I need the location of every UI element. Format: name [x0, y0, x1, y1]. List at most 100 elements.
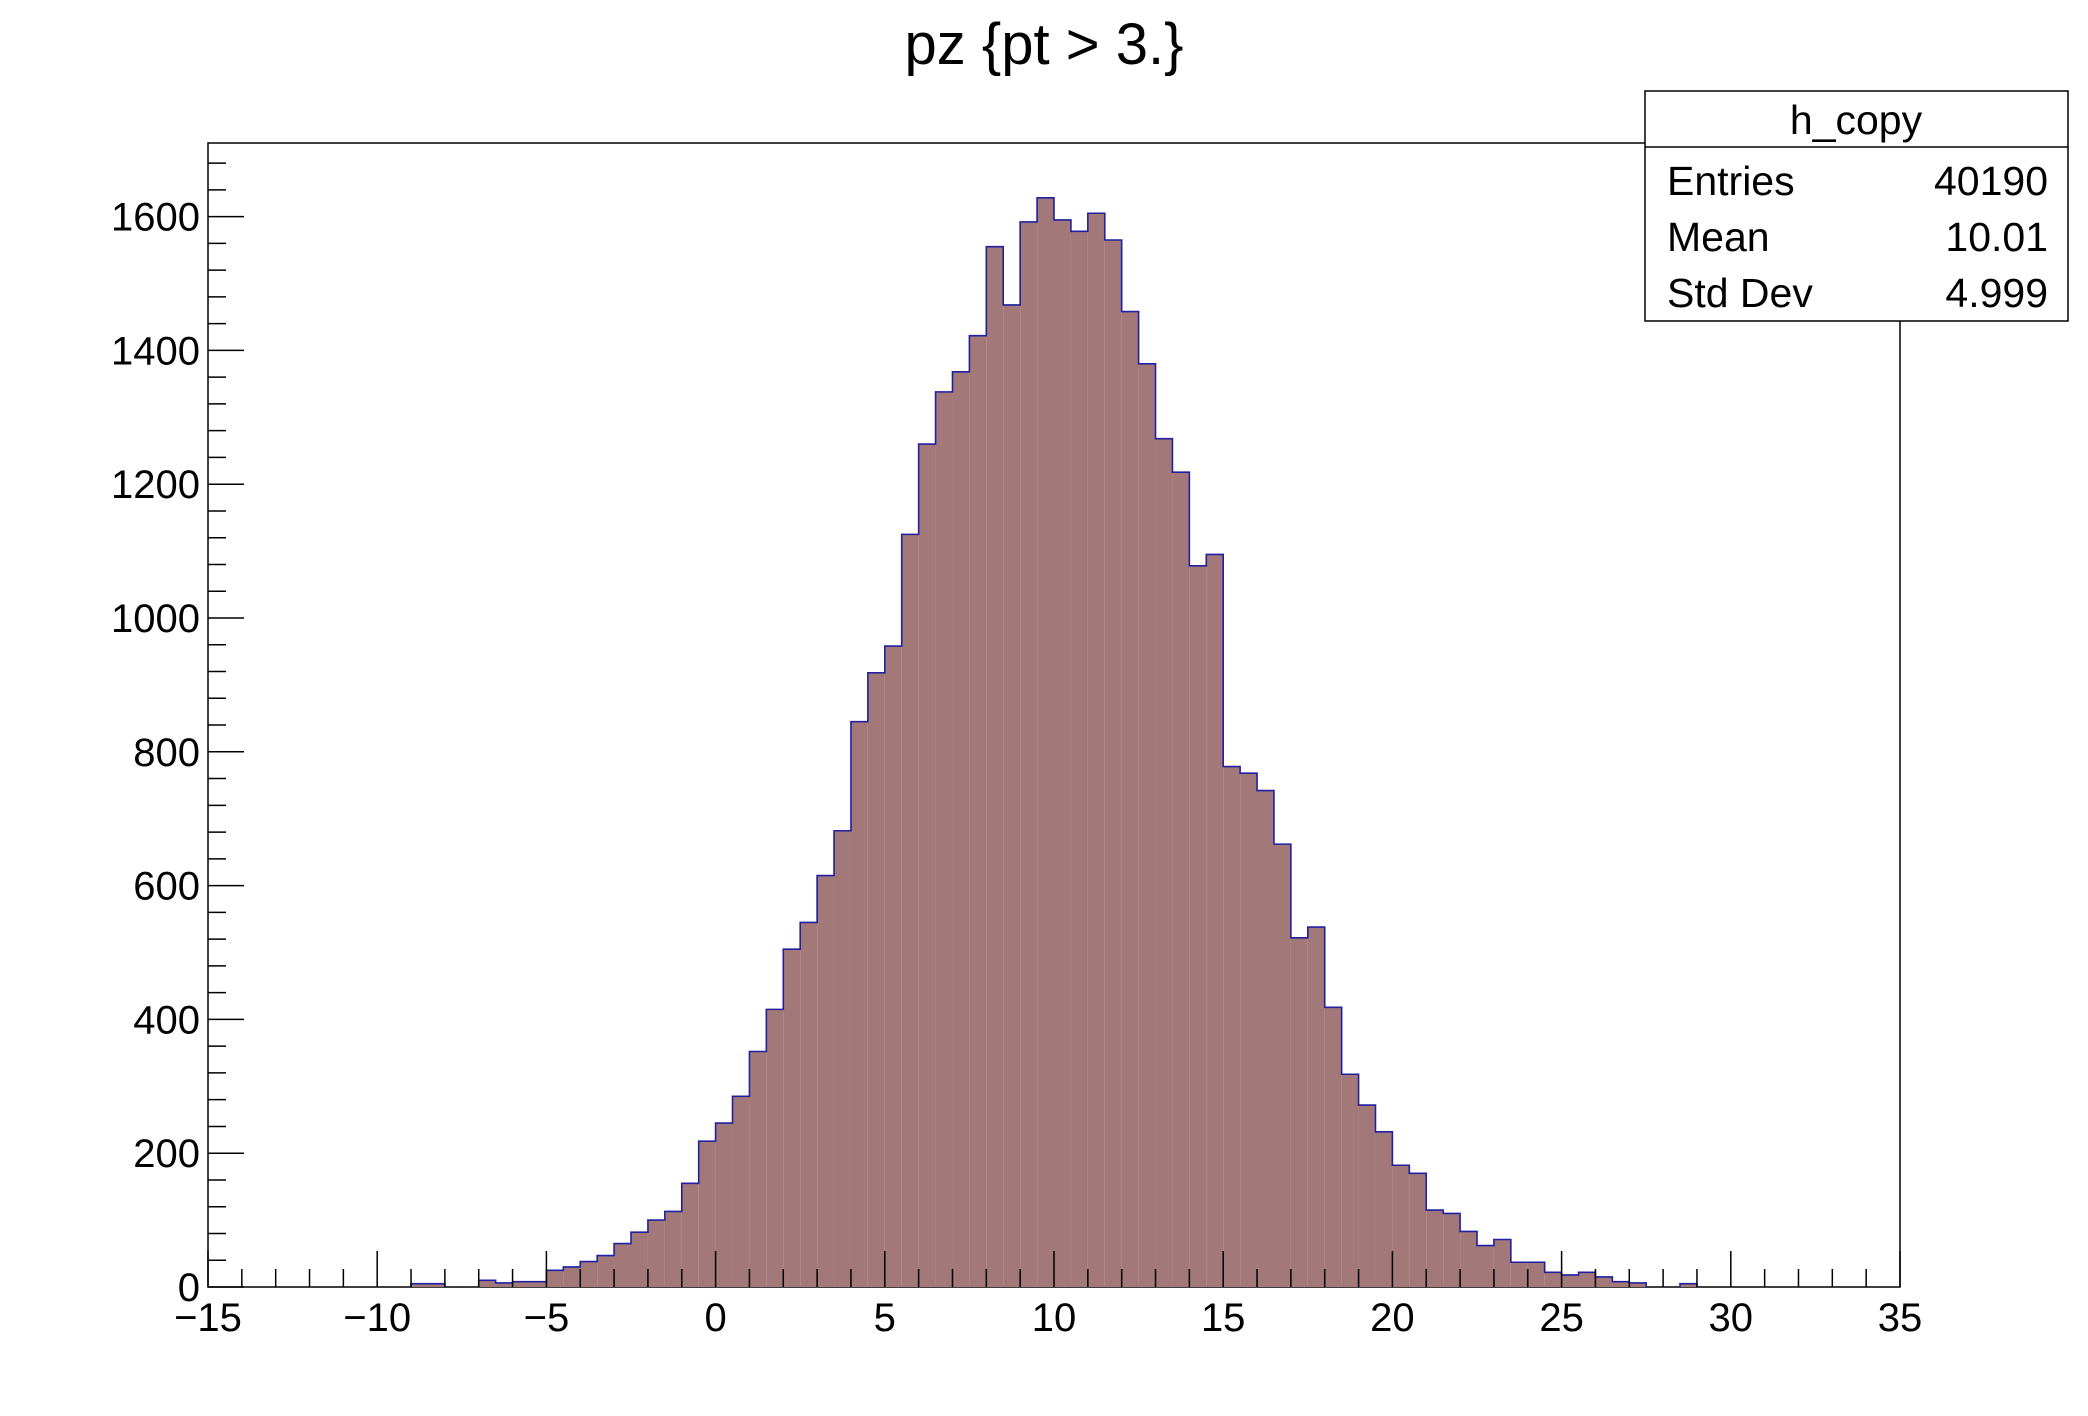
histogram-bin: [1172, 472, 1190, 1287]
y-tick-label: 1600: [111, 196, 200, 240]
histogram-bin: [1087, 213, 1105, 1288]
histogram-bin: [1054, 219, 1071, 1287]
histogram-bin: [1324, 1007, 1342, 1287]
histogram-bin: [1104, 240, 1122, 1287]
histogram-bin: [597, 1255, 615, 1287]
histogram-bin: [1443, 1213, 1461, 1287]
histogram-bin: [1273, 844, 1291, 1287]
y-tick-label: 1000: [111, 597, 200, 641]
histogram-bin: [800, 922, 818, 1287]
histogram-bin: [681, 1183, 699, 1287]
chart-title: pz {pt > 3.}: [905, 12, 1184, 77]
histogram-bin: [495, 1282, 513, 1287]
histogram-bin: [647, 1220, 665, 1287]
histogram-bin: [1358, 1105, 1376, 1287]
histogram-bin: [1037, 197, 1054, 1287]
stats-label-entries: Entries: [1667, 158, 1795, 204]
histogram-bin: [1612, 1281, 1630, 1287]
histogram-bin: [1003, 304, 1021, 1287]
histogram-bin: [1680, 1283, 1697, 1287]
histogram-bin: [529, 1281, 547, 1287]
x-tick-label: 0: [704, 1296, 726, 1340]
x-tick-label: −10: [343, 1296, 411, 1340]
histogram-bin: [1595, 1276, 1613, 1287]
histogram-bin: [715, 1123, 733, 1287]
histogram-bin: [1257, 790, 1274, 1287]
y-tick-label: 1400: [111, 329, 200, 373]
y-tick-label: 0: [178, 1266, 200, 1310]
histogram-bin: [1392, 1165, 1410, 1287]
histogram-bin: [1544, 1272, 1562, 1287]
histogram-bin: [1561, 1274, 1579, 1287]
x-tick-label: 10: [1032, 1296, 1077, 1340]
histogram-bin: [1477, 1245, 1494, 1287]
histogram-bin: [631, 1232, 648, 1287]
histogram-bin: [749, 1051, 767, 1287]
histogram-bin: [1527, 1262, 1545, 1287]
histogram-bin: [1307, 927, 1325, 1287]
histogram-bin: [969, 335, 987, 1287]
x-tick-label: 15: [1201, 1296, 1246, 1340]
histogram-bin: [1426, 1210, 1444, 1287]
x-tick-label: 5: [874, 1296, 896, 1340]
histogram-bin: [478, 1280, 496, 1287]
histogram-bin: [850, 721, 868, 1287]
histogram-bin: [884, 646, 902, 1287]
histogram-bin: [952, 371, 970, 1287]
histogram-bin: [1510, 1262, 1528, 1287]
histogram-bin: [698, 1141, 716, 1287]
histogram-bin: [867, 672, 885, 1287]
histogram-bin: [1206, 554, 1224, 1287]
histogram-bin: [1121, 311, 1139, 1287]
histogram-bin: [1240, 773, 1258, 1287]
histogram-bin: [783, 949, 801, 1287]
histogram-bin: [732, 1096, 750, 1287]
histogram-bin: [1578, 1272, 1596, 1287]
histogram-bin: [563, 1266, 581, 1287]
x-tick-label: −5: [524, 1296, 570, 1340]
histogram-bin: [1460, 1231, 1477, 1287]
histogram-bin: [1341, 1074, 1359, 1287]
histogram-bin: [1138, 363, 1156, 1287]
y-tick-label: 1200: [111, 463, 200, 507]
x-tick-label: 25: [1539, 1296, 1584, 1340]
histogram-bin: [1223, 766, 1241, 1287]
histogram-bin: [1493, 1239, 1511, 1287]
axes: −15 −10 −5 0 5 10 15 20 25 30 35 0 200 400 600 800 1000 1…: [111, 162, 1923, 1340]
y-tick-label: 400: [133, 998, 200, 1042]
histogram-bin: [512, 1281, 530, 1287]
histogram-bin: [1290, 937, 1308, 1287]
y-tick-label: 600: [133, 865, 200, 909]
stats-label-mean: Mean: [1667, 214, 1770, 260]
stats-value-stddev: 4.999: [1945, 270, 2048, 316]
y-tick-label: 200: [133, 1132, 200, 1176]
histogram-bin: [1189, 565, 1207, 1287]
x-tick-label: 35: [1878, 1296, 1923, 1340]
x-tick-label: 30: [1709, 1296, 1754, 1340]
histogram-bin: [664, 1211, 682, 1287]
histogram-bin: [766, 1009, 784, 1287]
histogram-bin: [834, 830, 851, 1287]
histogram-bin: [1020, 221, 1038, 1288]
histogram-bin: [1629, 1282, 1647, 1287]
stats-value-entries: 40190: [1934, 158, 2048, 204]
histogram-bin: [1375, 1131, 1393, 1287]
stats-name: h_copy: [1790, 97, 1923, 143]
histogram-bin: [1155, 438, 1173, 1288]
stats-label-stddev: Std Dev: [1667, 270, 1813, 316]
histogram-bin: [1070, 231, 1088, 1287]
histogram-bin: [901, 534, 919, 1287]
histogram-bin: [546, 1270, 564, 1287]
y-tick-label: 800: [133, 731, 200, 775]
histogram-bin: [817, 875, 835, 1287]
x-tick-label: −15: [174, 1296, 242, 1340]
histogram-bars: [410, 197, 1698, 1288]
histogram-bin: [411, 1283, 428, 1287]
histogram-bin: [986, 246, 1004, 1287]
histogram-bin: [1409, 1173, 1427, 1287]
histogram-bin: [580, 1261, 598, 1287]
stats-box: h_copy Entries 40190 Mean 10.01 Std Dev …: [1644, 90, 2069, 322]
stats-value-mean: 10.01: [1945, 214, 2048, 260]
histogram-bin: [427, 1283, 445, 1287]
